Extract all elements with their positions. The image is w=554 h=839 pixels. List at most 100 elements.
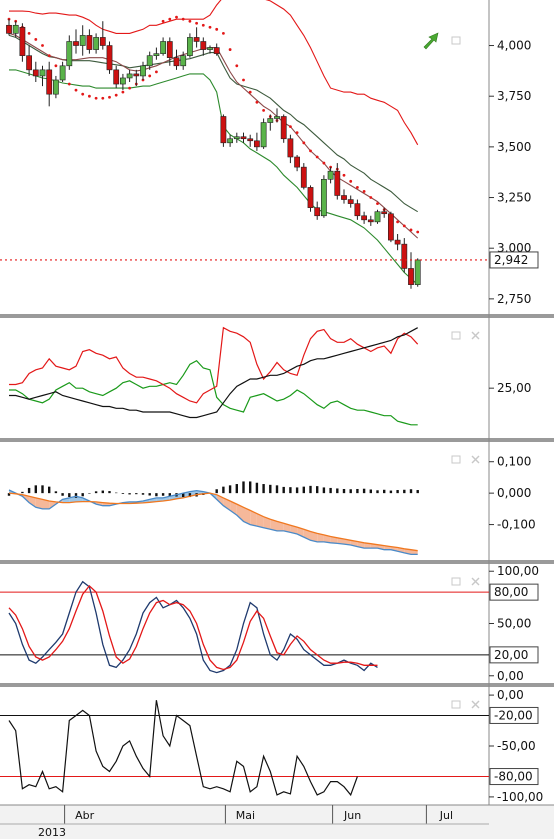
last-price-tag-box <box>489 251 539 269</box>
sar-dot <box>322 161 326 165</box>
candle-body <box>307 187 314 208</box>
sar-dot <box>101 96 105 100</box>
candle-body <box>401 243 408 269</box>
pane-separator <box>0 314 554 318</box>
sar-dot <box>349 179 353 183</box>
sar-dot <box>302 141 306 145</box>
price-axis-tick-label: 3,250 <box>497 191 531 205</box>
candle-body <box>99 37 106 46</box>
sar-dot <box>362 190 366 193</box>
price-axis-tick-label: 2,750 <box>497 292 531 306</box>
pane-separator <box>0 683 554 687</box>
candle-body <box>113 69 120 85</box>
sar-dot <box>148 74 152 78</box>
macd-fill <box>330 536 338 544</box>
pane-restore-icon <box>451 36 461 45</box>
sar-dot <box>47 54 51 58</box>
pane-separator <box>0 438 554 442</box>
candle-body <box>73 41 79 46</box>
candle-body <box>79 35 86 46</box>
williams-axis-tick-label: -50,00 <box>497 739 536 753</box>
candle-body <box>267 118 274 123</box>
candle-body <box>320 178 327 217</box>
macd-fill <box>290 525 298 534</box>
month-label: Mai <box>236 809 255 822</box>
percent-k-line <box>8 580 378 674</box>
candle-body <box>361 215 367 221</box>
pane-close-icon-stroke <box>471 700 480 709</box>
sar-dot <box>315 155 319 159</box>
adx-line <box>9 327 418 419</box>
candle-body <box>93 37 99 50</box>
candle-body <box>300 166 307 188</box>
candle-body <box>354 203 361 217</box>
williams-level-tag-box <box>489 706 539 724</box>
macd-fill <box>270 519 277 531</box>
candle-body <box>193 37 200 42</box>
sar-dot <box>369 196 373 199</box>
candle-body <box>327 170 334 180</box>
pane-close-icon <box>471 700 480 709</box>
williams-level-tag-label: -20,00 <box>494 708 533 722</box>
candle-body <box>106 45 113 71</box>
candle-body <box>140 65 146 77</box>
macd-fill <box>337 537 344 545</box>
pane-close-icon-stroke <box>471 331 480 340</box>
candle-body <box>280 116 287 140</box>
candle-body <box>233 136 240 140</box>
pane-close-icon-stroke <box>471 455 480 464</box>
candle-body <box>200 41 207 50</box>
candle-body <box>146 55 153 67</box>
candle-body <box>133 73 140 77</box>
upper-band-line <box>9 0 419 146</box>
candle-body <box>341 195 347 200</box>
candle-body <box>46 69 53 95</box>
candle-body <box>59 65 66 81</box>
pane-close-icon <box>471 331 480 340</box>
candle-body <box>86 35 93 50</box>
sar-dot <box>168 17 172 21</box>
last-price-tag-label: 2,942 <box>494 253 528 267</box>
dmi-axis-tick-label: 25,00 <box>497 381 531 395</box>
candle-body <box>240 136 247 140</box>
williams-level-tag-label: -80,00 <box>494 770 533 784</box>
candle-body <box>314 207 321 217</box>
sar-dot <box>114 93 118 97</box>
macd-fill <box>42 499 50 509</box>
sar-dot <box>181 17 185 21</box>
plus-di-line <box>9 359 418 426</box>
middle-band-line <box>8 34 418 213</box>
pane-restore-icon <box>451 577 461 586</box>
candle-body <box>160 41 166 54</box>
sar-dot <box>248 90 252 94</box>
williams-axis-tick-label: -100,00 <box>497 790 543 804</box>
pane-restore-icon <box>451 700 461 709</box>
candle-body <box>260 122 267 148</box>
month-label: Jul <box>439 809 453 822</box>
sar-dot <box>295 131 299 135</box>
candle-body <box>347 199 354 204</box>
candle-body <box>207 47 213 50</box>
pane-close-icon <box>471 577 480 586</box>
pane-separator <box>0 560 554 564</box>
macd-axis-tick-label: 0,000 <box>497 486 531 500</box>
macd-fill <box>256 513 264 528</box>
candle-body <box>334 170 341 196</box>
candle-body <box>294 156 300 168</box>
stoch-level-tag-box <box>489 646 539 664</box>
macd-fill <box>223 497 231 511</box>
sar-dot <box>356 186 359 189</box>
sar-dot <box>155 70 158 74</box>
stoch-axis-tick-label: 50,00 <box>497 617 531 631</box>
candle-body <box>367 219 374 223</box>
candle-body <box>26 55 32 71</box>
macd-fill <box>317 533 324 542</box>
sar-dot <box>81 92 85 96</box>
month-label: Jun <box>343 809 361 822</box>
candle-body <box>32 69 39 77</box>
sar-dot <box>128 86 132 90</box>
candle-body <box>187 37 193 56</box>
candle-body <box>227 138 233 144</box>
sar-dot <box>309 149 312 153</box>
